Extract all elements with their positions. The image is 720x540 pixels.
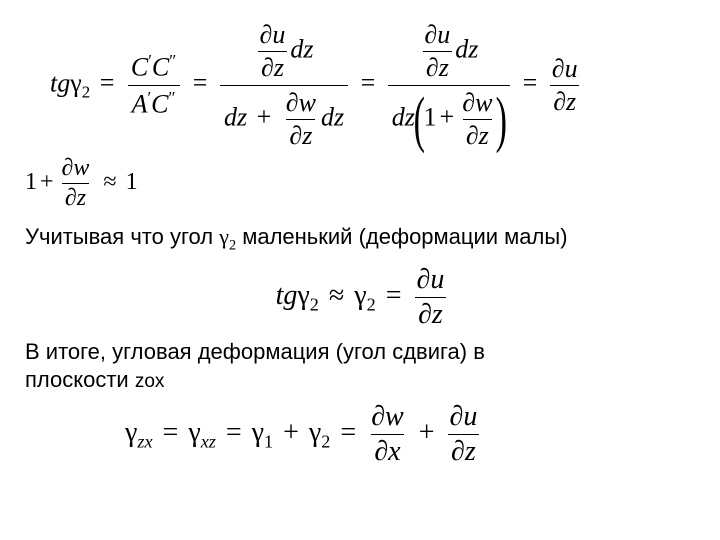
dudz-2: ∂u ∂z [421, 20, 453, 83]
dwdz-2: ∂w ∂z [459, 88, 495, 151]
dudz-final: ∂u ∂z [549, 54, 581, 117]
text1-b: маленький (деформации малы) [236, 224, 567, 249]
gamma: γ [70, 68, 82, 97]
text1-a: Учитывая что угол [25, 224, 219, 249]
frac-3: ∂u ∂z dz dz(1+ ∂w ∂z ) [388, 20, 510, 151]
num-cc: C′C″ [127, 51, 180, 85]
sub2: 2 [82, 83, 90, 102]
frac2-num: ∂u ∂z dz [251, 20, 318, 85]
dudz-4: ∂u ∂z [447, 401, 481, 468]
equals-2: = [193, 68, 208, 97]
equation-2: 1+ ∂w ∂z ≈ 1 [25, 155, 700, 212]
frac3-den: dz(1+ ∂w ∂z ) [388, 85, 510, 151]
equals-4: = [523, 68, 538, 97]
tg: tg [50, 68, 70, 97]
equals-3: = [361, 68, 376, 97]
text2-a: В итоге, угловая деформация (угол сдвига… [25, 339, 485, 364]
text2-b: плоскости [25, 367, 135, 392]
equation-3: tgγ2 ≈ γ2 = ∂u ∂z [25, 264, 700, 331]
frac2-den: dz + ∂w ∂z dz [220, 85, 348, 151]
text-line-1: Учитывая что угол γ2 маленький (деформац… [25, 224, 700, 254]
eq2-content: 1+ ∂w ∂z ≈ 1 [25, 155, 138, 212]
eq3-content: tgγ2 ≈ γ2 = ∂u ∂z [276, 264, 450, 331]
text-line-2: В итоге, угловая деформация (угол сдвига… [25, 339, 700, 365]
equals-1: = [100, 68, 115, 97]
frac-ccac: C′C″ A′C″ [127, 51, 180, 119]
text-line-3: плоскости zox [25, 367, 700, 393]
den-ac: A′C″ [128, 85, 180, 120]
dudz-1: ∂u ∂z [257, 20, 289, 83]
frac-2: ∂u ∂z dz dz + ∂w ∂z dz [220, 20, 348, 151]
equation-1: tgγ2 = C′C″ A′C″ = ∂u ∂z dz dz + ∂w ∂z d… [50, 20, 700, 151]
dudz-3: ∂u ∂z [414, 264, 448, 331]
text2-c: zox [135, 371, 165, 392]
text1-gamma: γ [219, 224, 229, 249]
equation-4: γzx = γxz = γ1 + γ2 = ∂w ∂x + ∂u ∂z [125, 401, 700, 468]
eq1-content: tgγ2 = C′C″ A′C″ = ∂u ∂z dz dz + ∂w ∂z d… [50, 20, 583, 151]
eq4-content: γzx = γxz = γ1 + γ2 = ∂w ∂x + ∂u ∂z [125, 401, 482, 468]
dwdz-1: ∂w ∂z [283, 88, 319, 151]
dwdx: ∂w ∂x [368, 401, 407, 468]
frac3-num: ∂u ∂z dz [415, 20, 482, 85]
dwdz-3: ∂w ∂z [59, 155, 93, 212]
